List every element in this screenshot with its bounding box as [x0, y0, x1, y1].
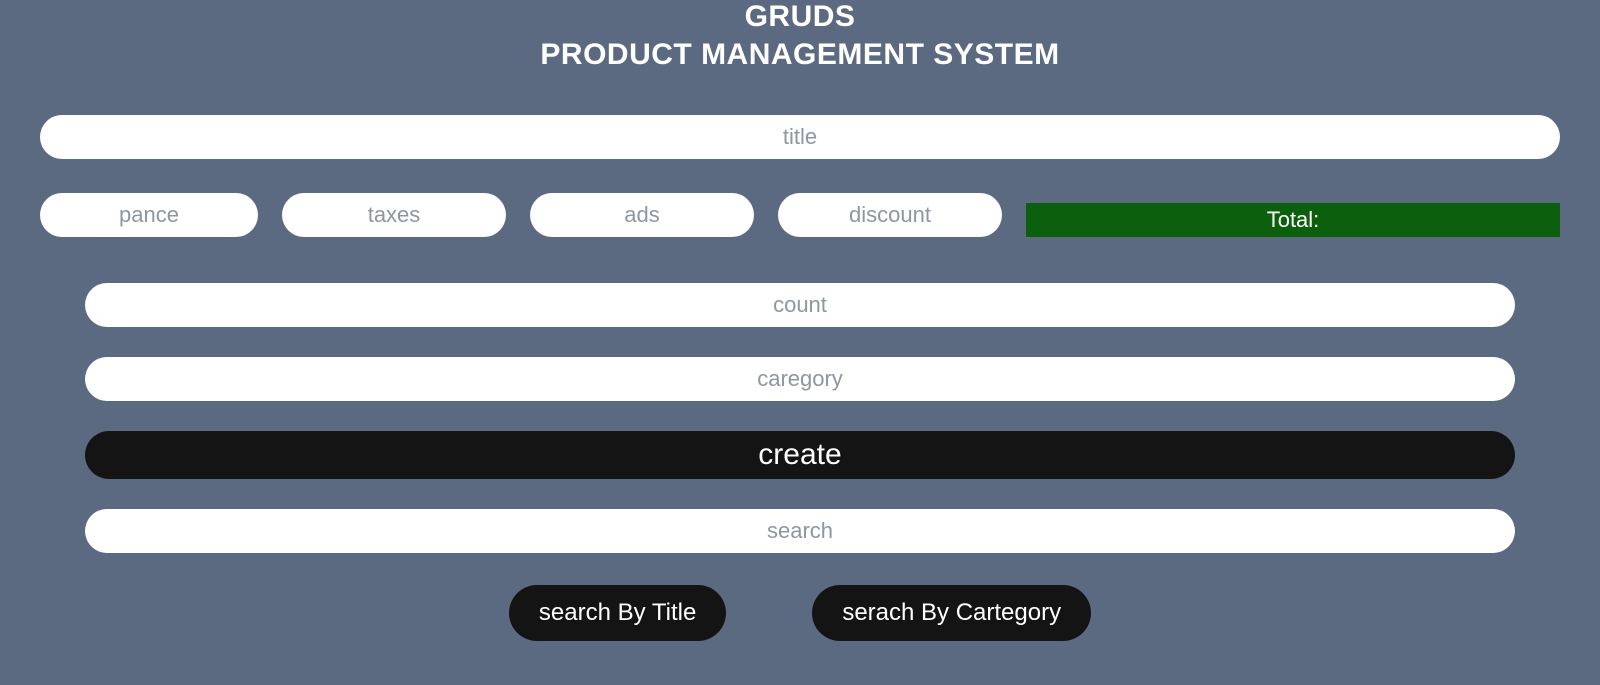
search-by-category-button[interactable]: serach By Cartegory	[812, 585, 1091, 641]
page-header: GRUDS PRODUCT MANAGEMENT SYSTEM	[0, 0, 1600, 73]
main-container: Total: create search By Title serach By …	[0, 115, 1600, 641]
row-count	[85, 283, 1515, 327]
row-search	[85, 509, 1515, 553]
create-button[interactable]: create	[85, 431, 1515, 479]
row-price: Total:	[40, 193, 1560, 237]
row-title	[40, 115, 1560, 159]
category-input[interactable]	[85, 357, 1515, 401]
count-input[interactable]	[85, 283, 1515, 327]
search-buttons-row: search By Title serach By Cartegory	[85, 585, 1515, 641]
total-display: Total:	[1026, 203, 1560, 237]
inner-container: create search By Title serach By Cartego…	[40, 283, 1560, 641]
search-input[interactable]	[85, 509, 1515, 553]
title-line-1: GRUDS	[0, 0, 1600, 33]
search-by-title-button[interactable]: search By Title	[509, 585, 726, 641]
discount-input[interactable]	[778, 193, 1002, 237]
taxes-input[interactable]	[282, 193, 506, 237]
ads-input[interactable]	[530, 193, 754, 237]
price-input[interactable]	[40, 193, 258, 237]
title-input[interactable]	[40, 115, 1560, 159]
title-line-2: PRODUCT MANAGEMENT SYSTEM	[0, 37, 1600, 73]
row-category	[85, 357, 1515, 401]
